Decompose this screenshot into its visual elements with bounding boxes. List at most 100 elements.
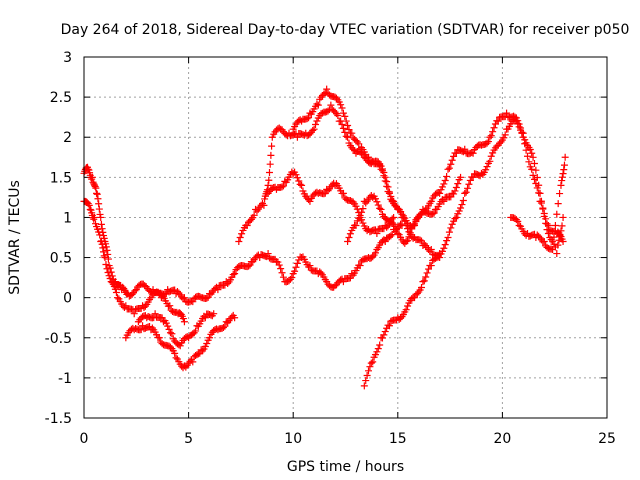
y-tick-label: 3 xyxy=(63,50,72,66)
x-tick-label: 0 xyxy=(80,431,89,447)
data-point xyxy=(384,233,392,241)
data-point xyxy=(458,201,466,209)
data-point xyxy=(97,220,105,228)
data-point xyxy=(447,224,455,232)
data-point xyxy=(341,112,349,120)
data-point xyxy=(459,197,467,205)
data-point xyxy=(158,340,166,348)
data-point xyxy=(341,128,349,136)
data-point xyxy=(108,272,116,280)
data-point xyxy=(293,174,301,182)
data-point xyxy=(542,219,550,227)
data-point xyxy=(351,135,359,143)
data-point xyxy=(164,322,172,330)
data-point xyxy=(535,181,543,189)
data-point xyxy=(489,149,497,157)
data-point xyxy=(210,327,218,335)
data-point xyxy=(173,355,181,363)
data-point xyxy=(295,177,303,185)
data-point xyxy=(323,85,331,93)
data-point xyxy=(377,205,385,213)
data-point xyxy=(222,318,230,326)
data-point xyxy=(551,221,559,229)
data-point xyxy=(447,160,455,168)
data-point xyxy=(376,341,384,349)
data-point xyxy=(345,139,353,147)
data-point xyxy=(401,239,409,247)
data-point xyxy=(430,255,438,263)
data-point xyxy=(558,177,566,185)
data-point xyxy=(424,265,432,273)
data-point xyxy=(454,180,462,188)
data-point xyxy=(496,113,504,121)
data-point xyxy=(345,234,353,242)
data-point xyxy=(529,171,537,179)
data-point xyxy=(367,158,375,166)
data-point xyxy=(487,132,495,140)
data-point xyxy=(540,212,548,220)
data-point xyxy=(376,204,384,212)
data-points-layer xyxy=(80,85,569,390)
data-point xyxy=(390,197,398,205)
data-point xyxy=(558,173,566,181)
y-axis-title: SDTVAR / TECUs xyxy=(7,180,23,295)
data-point xyxy=(429,257,437,265)
data-point xyxy=(491,120,499,128)
data-point xyxy=(455,176,463,184)
data-point xyxy=(415,212,423,220)
data-point xyxy=(259,200,267,208)
data-point xyxy=(517,222,525,230)
data-point xyxy=(451,149,459,157)
data-point xyxy=(385,188,393,196)
data-point xyxy=(412,216,420,224)
data-point xyxy=(164,286,172,294)
data-point xyxy=(224,319,232,327)
data-point xyxy=(409,221,417,229)
data-point xyxy=(344,238,352,246)
data-point xyxy=(560,161,568,169)
data-point xyxy=(349,145,357,153)
data-point xyxy=(406,229,414,237)
data-point xyxy=(526,163,534,171)
data-point xyxy=(289,125,297,133)
data-point xyxy=(559,170,567,178)
data-point xyxy=(503,125,511,133)
data-point xyxy=(112,289,120,297)
data-point xyxy=(454,210,462,218)
data-point xyxy=(462,188,470,196)
data-point xyxy=(444,165,452,173)
data-point xyxy=(440,180,448,188)
data-point xyxy=(426,261,434,269)
data-point xyxy=(493,117,501,125)
data-point xyxy=(441,241,449,249)
data-point xyxy=(236,234,244,242)
data-point xyxy=(373,229,381,237)
data-point xyxy=(339,124,347,132)
data-point xyxy=(206,290,214,298)
data-point xyxy=(342,132,350,140)
data-point xyxy=(466,176,474,184)
data-point xyxy=(99,228,107,236)
data-point xyxy=(483,163,491,171)
data-point xyxy=(413,290,421,298)
data-point xyxy=(292,263,300,271)
data-point xyxy=(558,222,566,230)
y-tick-label: -1 xyxy=(58,371,72,387)
data-point xyxy=(557,181,565,189)
data-point xyxy=(298,181,306,189)
data-point xyxy=(409,234,417,242)
data-point xyxy=(367,192,375,200)
data-point xyxy=(300,190,308,198)
x-tick-label: 5 xyxy=(184,431,193,447)
data-point xyxy=(517,126,525,134)
data-point xyxy=(383,178,391,186)
data-point xyxy=(312,120,320,128)
data-point xyxy=(360,382,368,390)
data-point xyxy=(448,156,456,164)
data-point xyxy=(373,198,381,206)
data-point xyxy=(374,201,382,209)
data-point xyxy=(365,367,373,375)
data-point xyxy=(398,213,406,221)
data-point xyxy=(390,213,398,221)
data-point xyxy=(484,159,492,167)
